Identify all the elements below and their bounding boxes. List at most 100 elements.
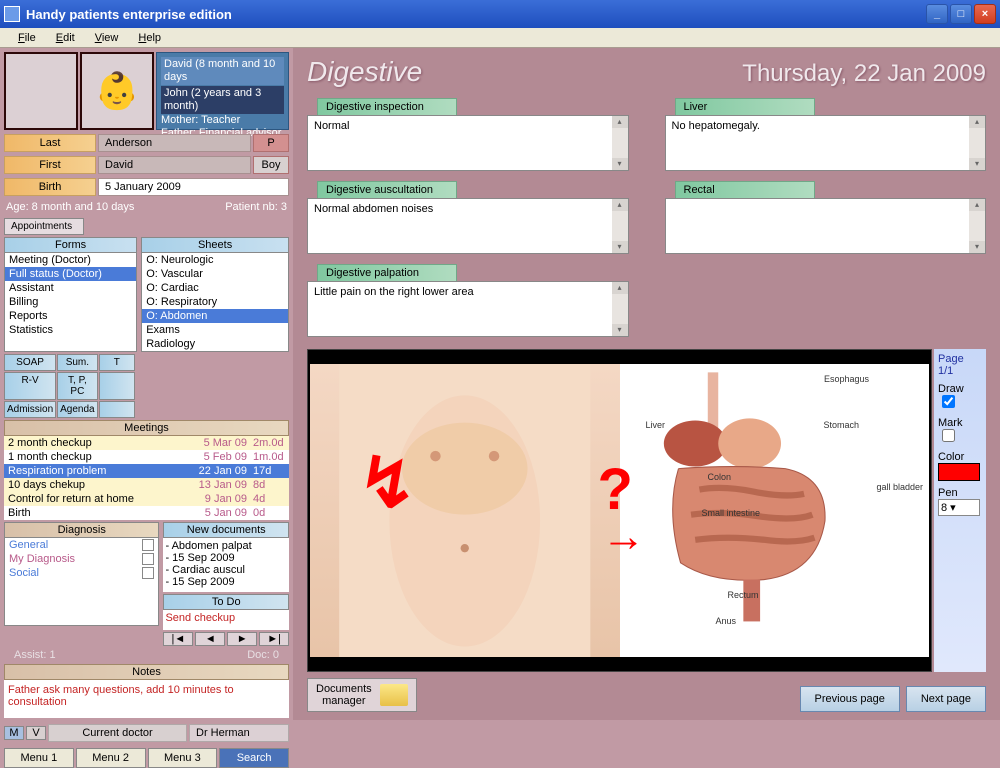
grid-button[interactable]: Sum. <box>57 354 97 371</box>
grid-button[interactable]: Agenda <box>57 401 97 418</box>
photo-slot-2[interactable]: 👶 <box>80 52 154 130</box>
form-item[interactable]: Reports <box>5 309 136 323</box>
grid-button[interactable] <box>99 372 135 400</box>
form-item[interactable]: Billing <box>5 295 136 309</box>
form-item[interactable]: Assistant <box>5 281 136 295</box>
image-viewer[interactable]: ↯ Esophagus Liver <box>307 349 932 672</box>
grid-button[interactable]: SOAP <box>4 354 56 371</box>
form-item[interactable]: Full status (Doctor) <box>5 267 136 281</box>
next-page-button[interactable]: Next page <box>906 686 986 712</box>
nav-next[interactable]: ► <box>227 632 257 646</box>
m-button[interactable]: M <box>4 726 24 740</box>
newdoc-item[interactable]: - Cardiac auscul <box>165 564 287 576</box>
doctor-name[interactable]: Dr Herman <box>189 724 289 742</box>
patient-sibling[interactable]: John (2 years and 3 month) <box>161 86 284 114</box>
v-button[interactable]: V <box>26 726 46 740</box>
anatomy-svg <box>620 364 930 657</box>
last-name-field[interactable]: Anderson <box>98 134 251 152</box>
bottom-menu-2[interactable]: Menu 3 <box>148 748 218 768</box>
mark-tool[interactable]: Mark <box>938 417 982 445</box>
p-button[interactable]: P <box>253 134 289 152</box>
diagnosis-item[interactable]: My Diagnosis <box>5 552 158 566</box>
maximize-button[interactable]: □ <box>950 4 972 24</box>
folder-icon <box>380 684 408 706</box>
meeting-row[interactable]: 2 month checkup5 Mar 092m.0d <box>4 436 289 450</box>
color-swatch[interactable] <box>938 463 980 481</box>
organ-colon: Colon <box>708 472 732 482</box>
documents-manager-button[interactable]: Documents manager <box>307 678 417 712</box>
exam-field-label: Digestive auscultation <box>317 181 457 199</box>
organ-stomach: Stomach <box>823 420 859 430</box>
nav-prev[interactable]: ◄ <box>195 632 225 646</box>
menubar: File Edit View Help <box>0 28 1000 48</box>
age-text: Age: 8 month and 10 days <box>6 201 134 213</box>
draw-arrow-annotation: ↯ <box>358 442 417 525</box>
exam-field: Digestive inspectionNormal▴▾ <box>307 98 629 171</box>
form-item[interactable]: Meeting (Doctor) <box>5 253 136 267</box>
page-title: Digestive <box>307 56 422 88</box>
minimize-button[interactable]: _ <box>926 4 948 24</box>
exam-field-textarea[interactable]: Little pain on the right lower area▴▾ <box>307 281 629 337</box>
notes-text[interactable]: Father ask many questions, add 10 minute… <box>4 680 289 718</box>
birth-field[interactable]: 5 January 2009 <box>98 178 289 196</box>
menu-view[interactable]: View <box>85 30 129 46</box>
exam-field-textarea[interactable]: Normal▴▾ <box>307 115 629 171</box>
sheet-item[interactable]: Exams <box>142 323 288 337</box>
diagnosis-item[interactable]: General <box>5 538 158 552</box>
assist-count: Assist: 1 <box>14 649 56 661</box>
sheets-header: Sheets <box>142 238 288 253</box>
exam-field-textarea[interactable]: Normal abdomen noises▴▾ <box>307 198 629 254</box>
pen-select[interactable]: 8 ▾ <box>938 499 980 516</box>
sheet-item[interactable]: Radiology <box>142 337 288 351</box>
draw-tool[interactable]: Draw <box>938 383 982 411</box>
exam-field-textarea[interactable]: No hepatomegaly.▴▾ <box>665 115 987 171</box>
meeting-row[interactable]: 1 month checkup5 Feb 091m.0d <box>4 450 289 464</box>
meeting-row[interactable]: Birth5 Jan 090d <box>4 506 289 520</box>
grid-button[interactable]: T <box>99 354 135 371</box>
exam-field-label: Digestive inspection <box>317 98 457 116</box>
sheet-item[interactable]: O: Neurologic <box>142 253 288 267</box>
sheet-item[interactable]: O: Vascular <box>142 267 288 281</box>
photo-slot-1[interactable] <box>4 52 78 130</box>
exam-field-label: Liver <box>675 98 815 116</box>
exam-field-label: Digestive palpation <box>317 264 457 282</box>
newdoc-item[interactable]: - Abdomen palpat <box>165 540 287 552</box>
newdoc-item[interactable]: - 15 Sep 2009 <box>165 552 287 564</box>
sheet-item[interactable]: O: Respiratory <box>142 295 288 309</box>
bottom-menu-0[interactable]: Menu 1 <box>4 748 74 768</box>
grid-button[interactable]: R-V <box>4 372 56 400</box>
grid-button[interactable] <box>99 401 135 418</box>
menu-edit[interactable]: Edit <box>46 30 85 46</box>
bottom-menu-3[interactable]: Search <box>219 748 289 768</box>
first-name-field[interactable]: David <box>98 156 251 174</box>
draw-checkbox[interactable] <box>942 395 955 408</box>
exam-field-textarea[interactable]: ▴▾ <box>665 198 987 254</box>
mark-checkbox[interactable] <box>942 429 955 442</box>
nav-last[interactable]: ►| <box>259 632 289 646</box>
forms-header: Forms <box>5 238 136 253</box>
page-date: Thursday, 22 Jan 2009 <box>742 60 986 88</box>
nav-first[interactable]: |◄ <box>163 632 193 646</box>
previous-page-button[interactable]: Previous page <box>800 686 900 712</box>
menu-help[interactable]: Help <box>128 30 171 46</box>
newdocs-header: New documents <box>163 522 289 538</box>
bottom-menu-1[interactable]: Menu 2 <box>76 748 146 768</box>
diagnosis-header: Diagnosis <box>5 523 158 538</box>
meeting-row[interactable]: Respiration problem22 Jan 0917d <box>4 464 289 478</box>
newdoc-item[interactable]: - 15 Sep 2009 <box>165 576 287 588</box>
meeting-row[interactable]: 10 days chekup13 Jan 098d <box>4 478 289 492</box>
sheet-item[interactable]: O: Cardiac <box>142 281 288 295</box>
sheet-item[interactable]: O: Abdomen <box>142 309 288 323</box>
meeting-row[interactable]: Control for return at home9 Jan 094d <box>4 492 289 506</box>
patient-current[interactable]: David (8 month and 10 days <box>161 57 284 85</box>
diagnosis-item[interactable]: Social <box>5 566 158 580</box>
meetings-list: 2 month checkup5 Mar 092m.0d1 month chec… <box>4 436 289 520</box>
grid-button[interactable]: Admission <box>4 401 56 418</box>
organ-liver: Liver <box>646 420 666 430</box>
close-button[interactable]: × <box>974 4 996 24</box>
menu-file[interactable]: File <box>8 30 46 46</box>
grid-button[interactable]: T, P, PC <box>57 372 97 400</box>
tab-appointments[interactable]: Appointments <box>4 218 84 235</box>
form-item[interactable]: Statistics <box>5 323 136 337</box>
drawing-tools: Page 1/1 Draw Mark Color Pen8 ▾ <box>934 349 986 672</box>
